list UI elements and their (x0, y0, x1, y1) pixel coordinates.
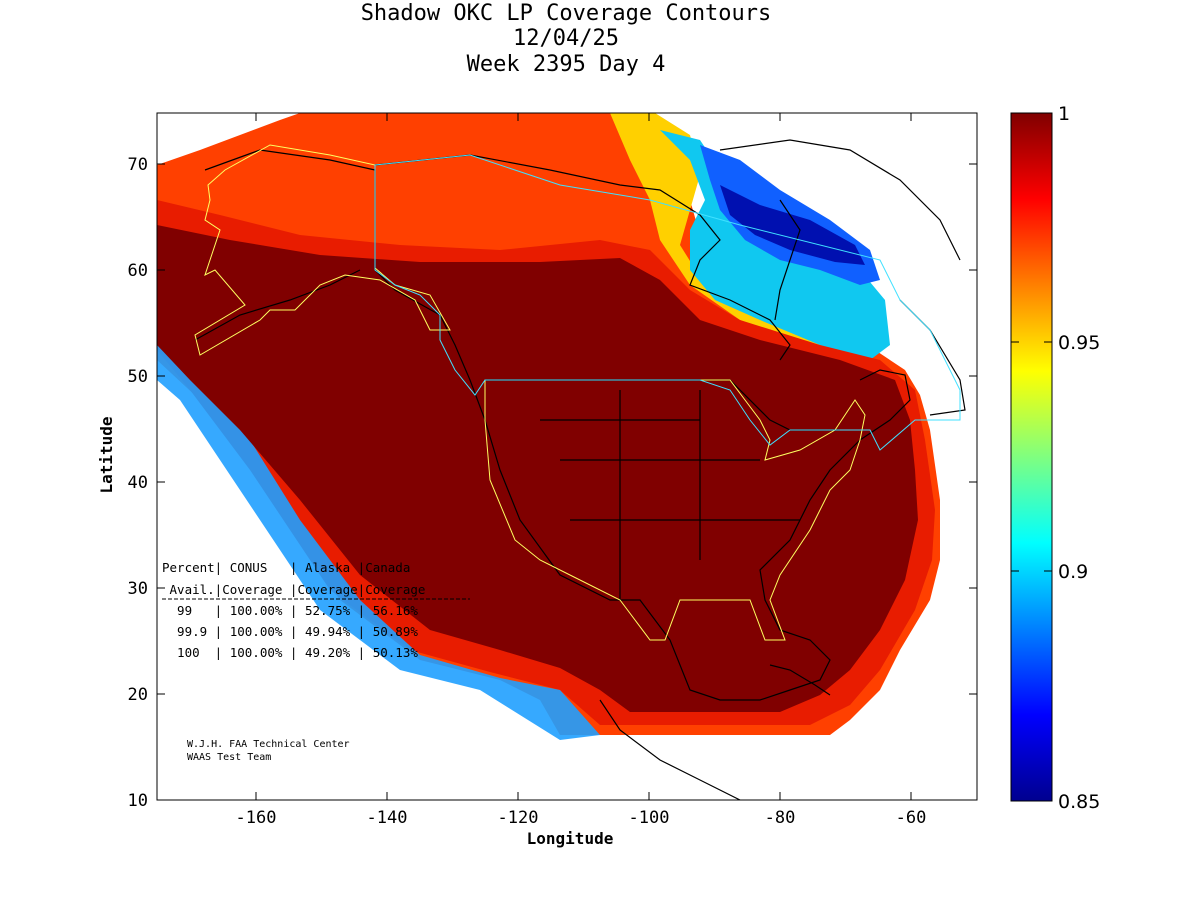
plot-week-day: Week 2395 Day 4 (466, 52, 666, 77)
credit-line-1: W.J.H. FAA Technical Center (187, 739, 350, 750)
colorbar-tick-label: 0.95 (1058, 332, 1100, 354)
coverage-table: Percent| CONUS | Alaska |Canada Avail.|C… (162, 560, 470, 660)
x-tick-label: -140 (367, 808, 408, 828)
y-axis-label: Latitude (97, 416, 116, 493)
x-tick-label: -120 (498, 808, 539, 828)
y-tick-label: 10 (128, 791, 148, 811)
coverage-region-boundaries (194, 144, 961, 641)
table-header-2: Avail.|Coverage |Coverage|Coverage (162, 582, 425, 597)
colorbar-tick-label: 1 (1058, 103, 1070, 125)
x-tick-labels: -160 -140 -120 -100 -80 -60 (236, 808, 927, 828)
contour-dark-blue-core (720, 185, 865, 265)
y-tick-label: 20 (128, 685, 148, 705)
y-axis-ticks (157, 163, 977, 801)
x-tick-label: -160 (236, 808, 277, 828)
x-tick-label: -60 (896, 808, 927, 828)
table-row: 99 | 100.00% | 52.75% | 56.16% (162, 603, 418, 618)
conus-boundary (484, 379, 866, 641)
x-tick-label: -80 (765, 808, 796, 828)
table-row: 99.9 | 100.00% | 49.94% | 50.89% (162, 624, 418, 639)
y-tick-label: 40 (128, 473, 148, 493)
canada-boundary (374, 154, 961, 451)
colorbar (1010, 112, 1053, 802)
plot-date: 12/04/25 (513, 26, 619, 51)
plot-frame (156, 112, 978, 801)
y-tick-label: 70 (128, 155, 148, 175)
x-axis-label: Longitude (527, 829, 614, 848)
x-tick-label: -100 (629, 808, 670, 828)
colorbar-ticks (1011, 341, 1052, 572)
coverage-contours (157, 113, 940, 740)
table-header-1: Percent| CONUS | Alaska |Canada (162, 560, 410, 575)
credit-line-2: WAAS Test Team (187, 752, 271, 763)
contour-yellow-fringe (610, 113, 870, 360)
y-tick-label: 60 (128, 261, 148, 281)
y-tick-label: 30 (128, 579, 148, 599)
colorbar-tick-label: 0.85 (1058, 791, 1100, 813)
y-tick-label: 50 (128, 367, 148, 387)
colorbar-tick-label: 0.9 (1058, 561, 1088, 583)
contour-west-edge-fringe (157, 340, 600, 740)
table-row: 100 | 100.00% | 49.20% | 50.13% (162, 645, 418, 660)
contour-dark-red-full-coverage (157, 225, 918, 712)
x-axis-ticks (255, 113, 912, 800)
plot-title: Shadow OKC LP Coverage Contours (360, 1, 772, 26)
y-tick-labels: 10 20 30 40 50 60 70 (128, 155, 148, 811)
